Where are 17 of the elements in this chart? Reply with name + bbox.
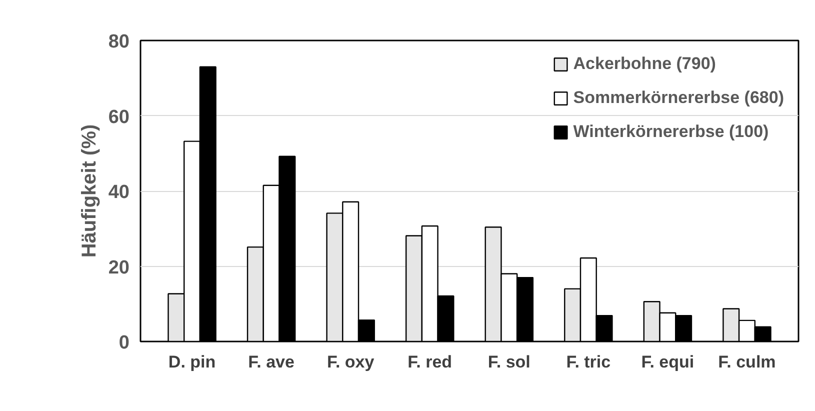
y-tick-label: 40 bbox=[108, 182, 130, 203]
legend-label: Winterkörnererbse (100) bbox=[573, 122, 769, 142]
y-tick-label: 60 bbox=[108, 106, 130, 128]
x-tick-label: F. equi bbox=[641, 352, 694, 372]
x-tick-label: F. sol bbox=[488, 352, 530, 372]
x-tick-label: F. oxy bbox=[326, 352, 375, 372]
y-axis-title: Häufigkeit (%) bbox=[78, 124, 100, 258]
x-tick-label: F. red bbox=[408, 352, 452, 372]
legend-label: Sommerkörnererbse (680) bbox=[573, 88, 784, 108]
legend-label: Ackerbohne (790) bbox=[573, 54, 716, 74]
x-tick-label: F. ave bbox=[248, 352, 294, 372]
x-tick-label: F. tric bbox=[566, 352, 611, 372]
y-tick-label: 20 bbox=[108, 257, 130, 278]
x-tick-label: D. pin bbox=[168, 352, 216, 372]
y-tick-label: 0 bbox=[118, 332, 130, 354]
x-tick-label: F. culm bbox=[718, 352, 776, 372]
y-tick-label: 80 bbox=[108, 32, 130, 52]
